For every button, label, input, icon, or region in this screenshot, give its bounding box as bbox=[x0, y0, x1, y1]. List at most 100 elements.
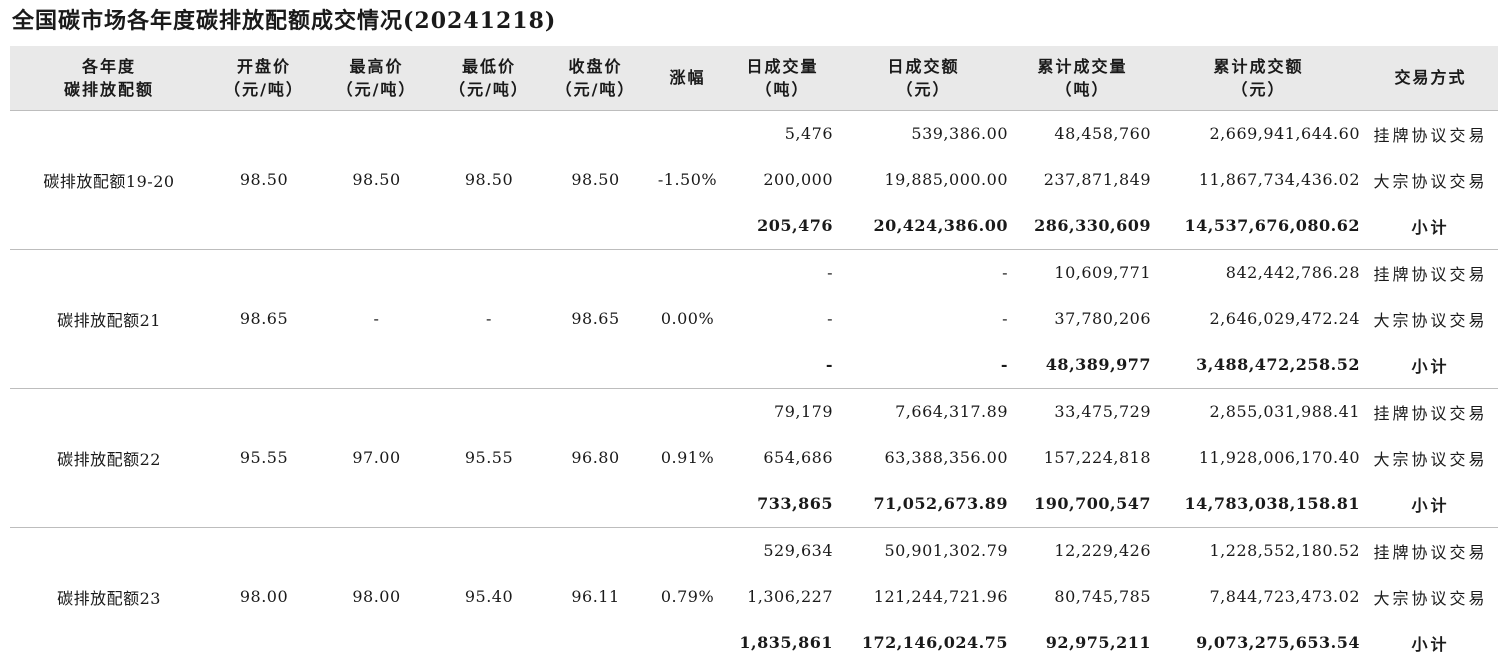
header-cell: 最低价 （元/吨） bbox=[449, 56, 529, 99]
trade-type-cell: 挂牌协议交易 bbox=[1363, 387, 1498, 435]
cumulative-amount-cell: 7,844,723,473.02 bbox=[1209, 587, 1360, 606]
allowance-name-cell: 碳排放配额19-20 bbox=[10, 109, 208, 249]
trade-type-cell: 小计 bbox=[1411, 634, 1450, 654]
cumulative-amount-cell: 2,669,941,644.60 bbox=[1154, 109, 1363, 157]
daily-amount-cell: 539,386.00 bbox=[836, 109, 1011, 157]
cumulative-amount-cell: 3,488,472,258.52 bbox=[1196, 355, 1360, 374]
cumulative-amount-cell: 11,928,006,170.40 bbox=[1198, 448, 1360, 467]
daily-amount-cell: 121,244,721.96 bbox=[873, 587, 1008, 606]
high-price-cell: 98.50 bbox=[320, 109, 433, 249]
header-cell: 交易方式 bbox=[1394, 68, 1467, 88]
trade-type-cell: 挂牌协议交易 bbox=[1363, 109, 1498, 157]
header-cell: 收盘价 （元/吨） bbox=[555, 56, 636, 99]
trade-type-cell: 小计 bbox=[1411, 356, 1450, 376]
close-price-cell: 98.50 bbox=[545, 109, 646, 249]
cumulative-amount-cell: 14,537,676,080.62 bbox=[1184, 216, 1360, 235]
subtotal-row: 205,476 20,424,386.00 286,330,609 14,537,67… bbox=[10, 203, 1498, 250]
trade-type-cell: 小计 bbox=[1411, 217, 1450, 237]
daily-amount-cell: - bbox=[1000, 355, 1008, 374]
cumulative-volume-cell: 48,389,977 bbox=[1045, 355, 1151, 374]
trade-type-cell: 大宗协议交易 bbox=[1373, 171, 1488, 191]
close-price-cell: 96.80 bbox=[545, 387, 646, 527]
header-cell: 累计成交额 （元） bbox=[1213, 56, 1304, 99]
low-price-cell: 98.50 bbox=[433, 109, 545, 249]
cumulative-amount-cell: 11,867,734,436.02 bbox=[1198, 170, 1360, 189]
daily-amount-cell: 19,885,000.00 bbox=[884, 170, 1008, 189]
header-cell: 累计成交量 （吨） bbox=[1037, 56, 1128, 99]
cumulative-volume-cell: 237,871,849 bbox=[1043, 170, 1151, 189]
subtotal-row: 1,835,861 172,146,024.75 92,975,211 9,073,2… bbox=[10, 620, 1498, 666]
cumulative-volume-cell: 10,609,771 bbox=[1011, 248, 1154, 296]
open-price-cell: 98.65 bbox=[208, 248, 320, 388]
change-cell: 0.00% bbox=[646, 248, 729, 388]
allowance-name-cell: 碳排放配额23 bbox=[10, 526, 208, 666]
cumulative-volume-cell: 190,700,547 bbox=[1034, 494, 1151, 513]
table-row: 1,306,227 121,244,721.96 80,745,785 7,844,7… bbox=[10, 574, 1498, 620]
high-price-cell: 97.00 bbox=[320, 387, 433, 527]
table-row: 碳排放配额21 98.65- -98.65 0.00% - -10,609,771 842,… bbox=[10, 248, 1498, 388]
cumulative-amount-cell: 2,646,029,472.24 bbox=[1209, 309, 1360, 328]
cumulative-volume-cell: 92,975,211 bbox=[1045, 633, 1151, 652]
cumulative-amount-cell: 842,442,786.28 bbox=[1154, 248, 1363, 296]
daily-volume-cell: 79,179 bbox=[729, 387, 836, 435]
cumulative-amount-cell: 2,855,031,988.41 bbox=[1154, 387, 1363, 435]
change-cell: 0.79% bbox=[646, 526, 729, 666]
cumulative-amount-cell: 14,783,038,158.81 bbox=[1184, 494, 1360, 513]
header-cell: 开盘价 （元/吨） bbox=[224, 56, 304, 99]
daily-amount-cell: 63,388,356.00 bbox=[884, 448, 1008, 467]
daily-volume-cell: 654,686 bbox=[763, 448, 833, 467]
high-price-cell: 98.00 bbox=[320, 526, 433, 666]
subtotal-row: - - 48,389,977 3,488,472,258.52 小计 bbox=[10, 342, 1498, 389]
cumulative-amount-cell: 1,228,552,180.52 bbox=[1154, 526, 1363, 574]
trade-type-cell: 大宗协议交易 bbox=[1373, 310, 1488, 330]
daily-amount-cell: - bbox=[1002, 309, 1008, 328]
header-cell: 日成交额 （元） bbox=[887, 56, 960, 99]
close-price-cell: 96.11 bbox=[545, 526, 646, 666]
daily-amount-cell: 20,424,386.00 bbox=[873, 216, 1008, 235]
cumulative-volume-cell: 80,745,785 bbox=[1054, 587, 1151, 606]
subtotal-row: 733,865 71,052,673.89 190,700,547 14,783,03… bbox=[10, 481, 1498, 528]
header-cell: 最高价 （元/吨） bbox=[336, 56, 417, 99]
daily-amount-cell: 172,146,024.75 bbox=[861, 633, 1008, 652]
cumulative-volume-cell: 48,458,760 bbox=[1011, 109, 1154, 157]
trade-type-cell: 大宗协议交易 bbox=[1373, 449, 1488, 469]
allowance-name-cell: 碳排放配额21 bbox=[10, 248, 208, 388]
high-price-cell: - bbox=[320, 248, 433, 388]
header-cell: 各年度 碳排放配额 bbox=[63, 56, 154, 99]
daily-volume-cell: - bbox=[825, 355, 833, 374]
table-row: 200,000 19,885,000.00 237,871,849 11,867,73… bbox=[10, 157, 1498, 203]
table-row: 654,686 63,388,356.00 157,224,818 11,928,00… bbox=[10, 435, 1498, 481]
table-row: - - 37,780,206 2,646,029,472.24 大宗协议交易 bbox=[10, 296, 1498, 342]
daily-volume-cell: 733,865 bbox=[757, 494, 833, 513]
trade-type-cell: 挂牌协议交易 bbox=[1363, 526, 1498, 574]
daily-volume-cell: - bbox=[729, 248, 836, 296]
daily-amount-cell: 7,664,317.89 bbox=[836, 387, 1011, 435]
cumulative-volume-cell: 12,229,426 bbox=[1011, 526, 1154, 574]
daily-volume-cell: 1,306,227 bbox=[747, 587, 833, 606]
trade-type-cell: 小计 bbox=[1411, 495, 1450, 515]
open-price-cell: 98.50 bbox=[208, 109, 320, 249]
daily-amount-cell: - bbox=[836, 248, 1011, 296]
table-row: 碳排放配额23 98.00 98.00 95.40 96.11 0.79% 529,634 5… bbox=[10, 526, 1498, 666]
daily-volume-cell: 200,000 bbox=[763, 170, 833, 189]
open-price-cell: 98.00 bbox=[208, 526, 320, 666]
header-cell: 涨幅 bbox=[669, 68, 706, 88]
table-row: 碳排放配额19-20 98.50 98.50 98.50 98.50 -1.50% 5,47… bbox=[10, 109, 1498, 249]
cumulative-volume-cell: 286,330,609 bbox=[1034, 216, 1151, 235]
low-price-cell: - bbox=[433, 248, 545, 388]
low-price-cell: 95.55 bbox=[433, 387, 545, 527]
change-cell: 0.91% bbox=[646, 387, 729, 527]
cumulative-volume-cell: 37,780,206 bbox=[1054, 309, 1151, 328]
daily-volume-cell: 529,634 bbox=[729, 526, 836, 574]
daily-volume-cell: 205,476 bbox=[757, 216, 833, 235]
page-title: 全国碳市场各年度碳排放配额成交情况(20241218) bbox=[12, 8, 557, 34]
open-price-cell: 95.55 bbox=[208, 387, 320, 527]
change-cell: -1.50% bbox=[646, 109, 729, 249]
daily-volume-cell: 1,835,861 bbox=[739, 633, 833, 652]
daily-amount-cell: 50,901,302.79 bbox=[836, 526, 1011, 574]
carbon-trading-table: 各年度 碳排放配额 开盘价 （元/吨） 最高价 （元/吨） 最低价 （元/吨） 收盘价（… bbox=[10, 46, 1498, 666]
allowance-name-cell: 碳排放配额22 bbox=[10, 387, 208, 527]
cumulative-volume-cell: 33,475,729 bbox=[1011, 387, 1154, 435]
daily-volume-cell: - bbox=[827, 309, 833, 328]
cumulative-amount-cell: 9,073,275,653.54 bbox=[1196, 633, 1360, 652]
